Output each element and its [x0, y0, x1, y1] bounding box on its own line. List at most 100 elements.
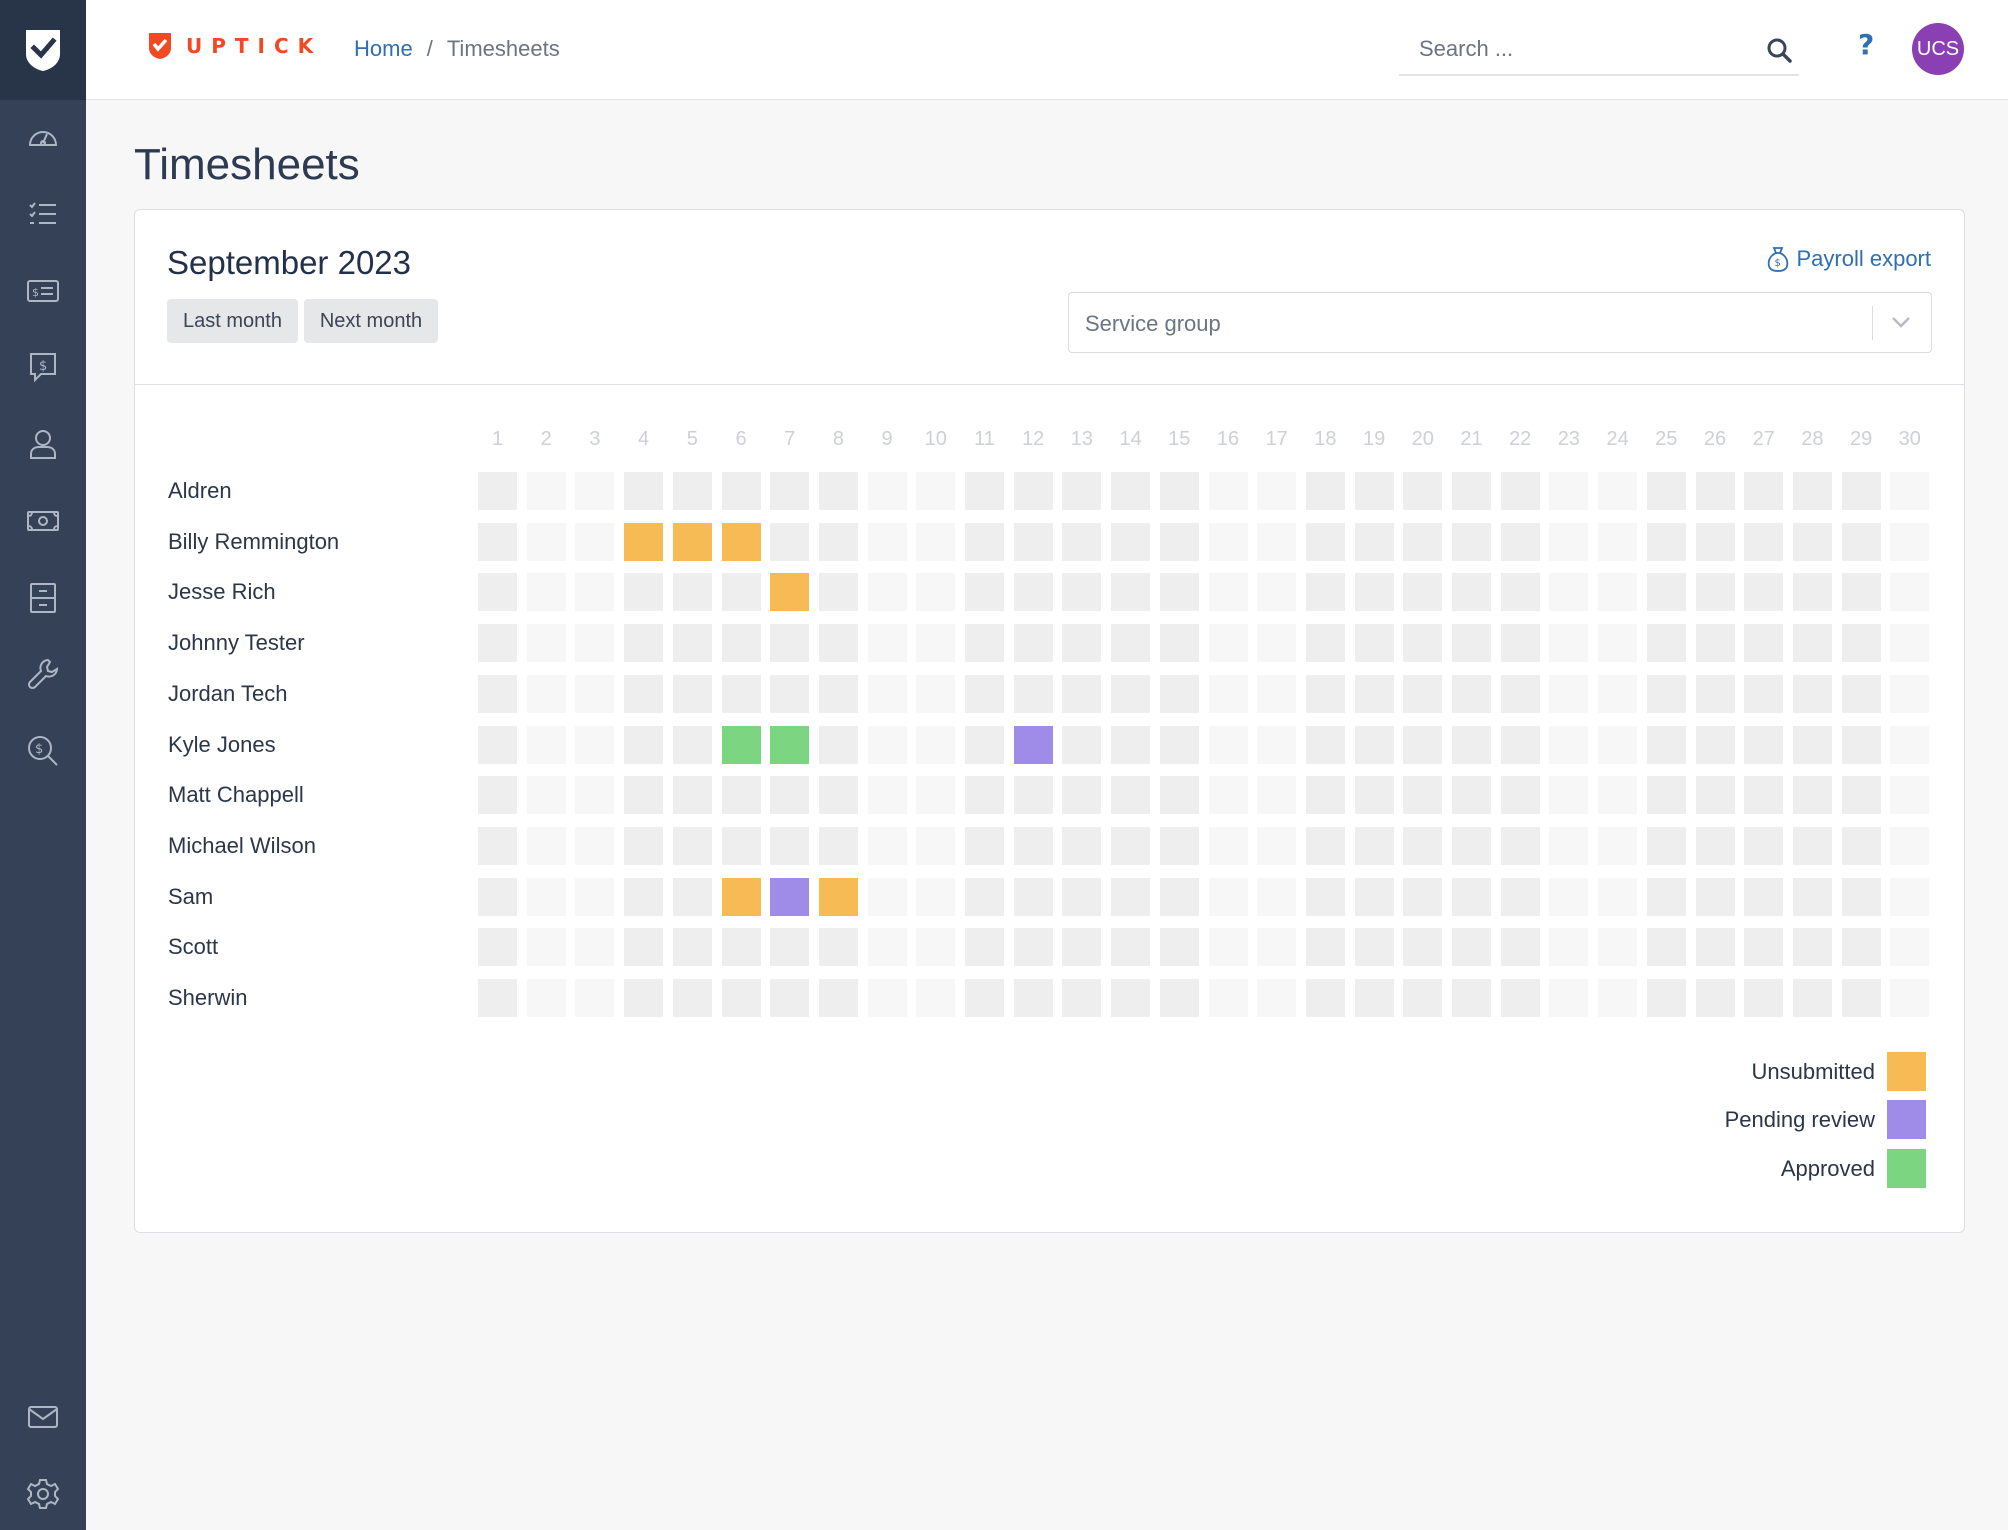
day-cell[interactable] — [1695, 725, 1735, 764]
day-cell[interactable] — [1792, 877, 1832, 916]
day-cell[interactable] — [526, 674, 566, 713]
day-cell[interactable] — [1403, 826, 1443, 865]
service-group-select[interactable]: Service group — [1068, 292, 1932, 353]
day-cell[interactable] — [478, 979, 517, 1017]
day-cell[interactable] — [721, 674, 761, 713]
day-cell[interactable] — [1111, 522, 1151, 561]
day-cell[interactable] — [1452, 573, 1491, 612]
day-cell[interactable] — [1208, 573, 1248, 612]
day-cell[interactable] — [1646, 573, 1686, 612]
day-cell[interactable] — [1159, 624, 1199, 663]
day-cell[interactable] — [1159, 877, 1199, 916]
brand[interactable]: UPTICK — [148, 32, 322, 60]
day-cell[interactable] — [1500, 928, 1540, 967]
day-cell[interactable] — [1744, 522, 1784, 561]
day-cell[interactable] — [672, 826, 712, 865]
day-cell[interactable] — [770, 674, 810, 713]
day-cell[interactable] — [1695, 624, 1735, 663]
day-cell[interactable] — [965, 979, 1004, 1017]
day-cell[interactable] — [770, 725, 810, 764]
day-cell[interactable] — [1013, 522, 1053, 561]
day-cell[interactable] — [1841, 979, 1881, 1017]
day-cell[interactable] — [867, 725, 907, 764]
day-cell[interactable] — [1354, 674, 1394, 713]
day-cell[interactable] — [1500, 624, 1540, 663]
nav-tasks[interactable] — [0, 184, 86, 244]
day-cell[interactable] — [1111, 573, 1151, 612]
day-cell[interactable] — [1111, 624, 1151, 663]
day-cell[interactable] — [1111, 826, 1151, 865]
day-cell[interactable] — [1792, 979, 1832, 1017]
day-cell[interactable] — [965, 776, 1004, 815]
day-cell[interactable] — [1257, 624, 1297, 663]
day-cell[interactable] — [867, 928, 907, 967]
day-cell[interactable] — [1208, 472, 1248, 510]
day-cell[interactable] — [1841, 826, 1881, 865]
day-cell[interactable] — [1354, 725, 1394, 764]
day-cell[interactable] — [1646, 776, 1686, 815]
day-cell[interactable] — [916, 826, 956, 865]
day-cell[interactable] — [1452, 928, 1491, 967]
day-cell[interactable] — [624, 472, 664, 510]
day-cell[interactable] — [1159, 472, 1199, 510]
day-cell[interactable] — [1062, 624, 1102, 663]
day-cell[interactable] — [770, 928, 810, 967]
day-cell[interactable] — [1890, 472, 1930, 510]
day-cell[interactable] — [526, 928, 566, 967]
day-cell[interactable] — [1354, 522, 1394, 561]
day-cell[interactable] — [965, 472, 1004, 510]
day-cell[interactable] — [575, 979, 615, 1017]
day-cell[interactable] — [1452, 674, 1491, 713]
day-cell[interactable] — [1452, 877, 1491, 916]
day-cell[interactable] — [1452, 826, 1491, 865]
day-cell[interactable] — [672, 928, 712, 967]
day-cell[interactable] — [1305, 624, 1345, 663]
day-cell[interactable] — [1500, 826, 1540, 865]
day-cell[interactable] — [526, 725, 566, 764]
day-cell[interactable] — [818, 826, 858, 865]
day-cell[interactable] — [721, 725, 761, 764]
day-cell[interactable] — [1354, 573, 1394, 612]
day-cell[interactable] — [1257, 776, 1297, 815]
day-cell[interactable] — [672, 522, 712, 561]
day-cell[interactable] — [1744, 826, 1784, 865]
nav-storage[interactable] — [0, 568, 86, 628]
day-cell[interactable] — [1305, 674, 1345, 713]
day-cell[interactable] — [1500, 877, 1540, 916]
day-cell[interactable] — [818, 979, 858, 1017]
day-cell[interactable] — [1013, 573, 1053, 612]
day-cell[interactable] — [867, 522, 907, 561]
nav-quotes[interactable]: $ — [0, 337, 86, 397]
day-cell[interactable] — [916, 776, 956, 815]
day-cell[interactable] — [672, 776, 712, 815]
day-cell[interactable] — [1549, 573, 1589, 612]
day-cell[interactable] — [867, 573, 907, 612]
day-cell[interactable] — [721, 826, 761, 865]
help-button[interactable]: ? — [1858, 28, 1875, 61]
day-cell[interactable] — [818, 776, 858, 815]
day-cell[interactable] — [1354, 472, 1394, 510]
day-cell[interactable] — [478, 573, 517, 612]
day-cell[interactable] — [672, 877, 712, 916]
day-cell[interactable] — [1354, 826, 1394, 865]
day-cell[interactable] — [818, 674, 858, 713]
day-cell[interactable] — [1695, 826, 1735, 865]
day-cell[interactable] — [1598, 776, 1638, 815]
day-cell[interactable] — [1549, 472, 1589, 510]
day-cell[interactable] — [1403, 776, 1443, 815]
day-cell[interactable] — [1403, 472, 1443, 510]
day-cell[interactable] — [1354, 776, 1394, 815]
day-cell[interactable] — [1549, 522, 1589, 561]
day-cell[interactable] — [721, 979, 761, 1017]
day-cell[interactable] — [1403, 928, 1443, 967]
day-cell[interactable] — [575, 674, 615, 713]
day-cell[interactable] — [1890, 674, 1930, 713]
day-cell[interactable] — [624, 522, 664, 561]
day-cell[interactable] — [1744, 725, 1784, 764]
day-cell[interactable] — [1062, 472, 1102, 510]
day-cell[interactable] — [672, 979, 712, 1017]
day-cell[interactable] — [1452, 624, 1491, 663]
day-cell[interactable] — [965, 674, 1004, 713]
day-cell[interactable] — [1841, 674, 1881, 713]
day-cell[interactable] — [1354, 979, 1394, 1017]
